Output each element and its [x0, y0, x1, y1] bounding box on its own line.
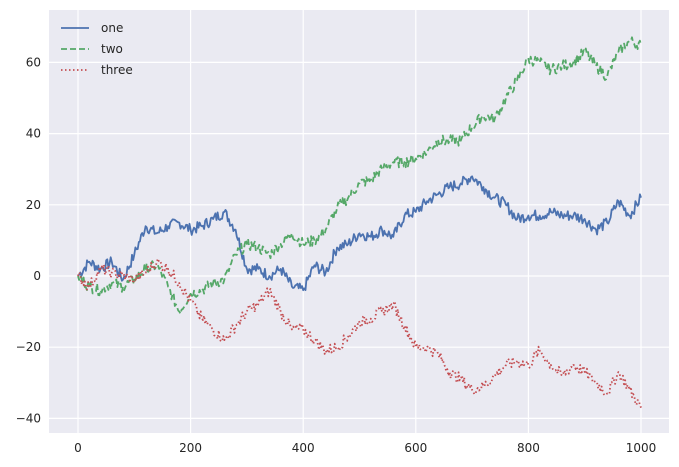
- gridlines: [49, 10, 669, 433]
- y-tick-label: 20: [26, 198, 41, 212]
- legend: one two three: [61, 21, 133, 77]
- x-tick-label: 400: [292, 441, 315, 455]
- x-axis-ticks: 0 200 400 600 800 1000: [74, 441, 656, 455]
- x-tick-label: 600: [404, 441, 427, 455]
- legend-label: one: [101, 21, 123, 35]
- x-tick-label: 800: [517, 441, 540, 455]
- series-line-three: [77, 257, 642, 409]
- legend-label: two: [101, 42, 123, 56]
- x-tick-label: 0: [74, 441, 82, 455]
- y-tick-label: 0: [33, 269, 41, 283]
- series-line-one: [77, 175, 642, 292]
- legend-item-three: three: [61, 63, 133, 77]
- legend-item-one: one: [61, 21, 123, 35]
- y-tick-label: −40: [16, 411, 41, 425]
- plot-area: [49, 10, 669, 433]
- x-tick-label: 1000: [626, 441, 657, 455]
- y-tick-label: 60: [26, 55, 41, 69]
- y-tick-label: −20: [16, 340, 41, 354]
- x-tick-label: 200: [179, 441, 202, 455]
- y-tick-label: 40: [26, 127, 41, 141]
- legend-item-two: two: [61, 42, 123, 56]
- series-line-two: [77, 36, 642, 315]
- series-lines: [77, 36, 642, 409]
- y-axis-ticks: −40 −20 0 20 40 60: [16, 55, 41, 425]
- legend-label: three: [101, 63, 133, 77]
